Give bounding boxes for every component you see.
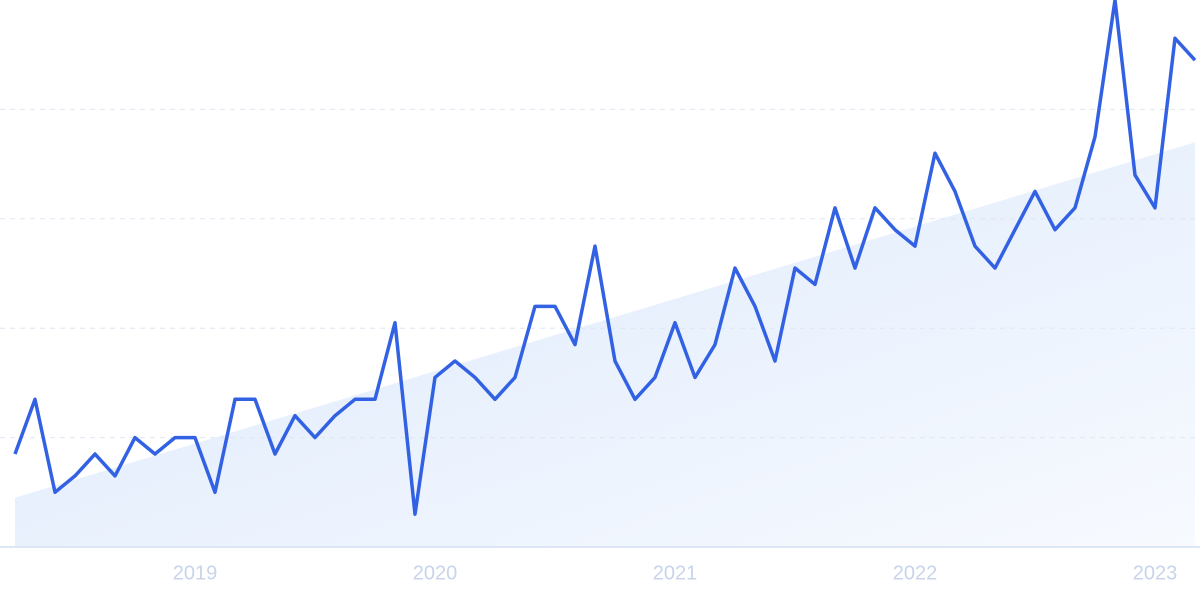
trend-area: [15, 142, 1195, 547]
data-line: [13, 0, 1197, 516]
x-tick-label: 2019: [173, 562, 218, 584]
x-tick-label: 2023: [1133, 562, 1178, 584]
x-tick-label: 2020: [413, 562, 458, 584]
x-tick-label: 2022: [893, 562, 938, 584]
x-tick-label: 2021: [653, 562, 698, 584]
